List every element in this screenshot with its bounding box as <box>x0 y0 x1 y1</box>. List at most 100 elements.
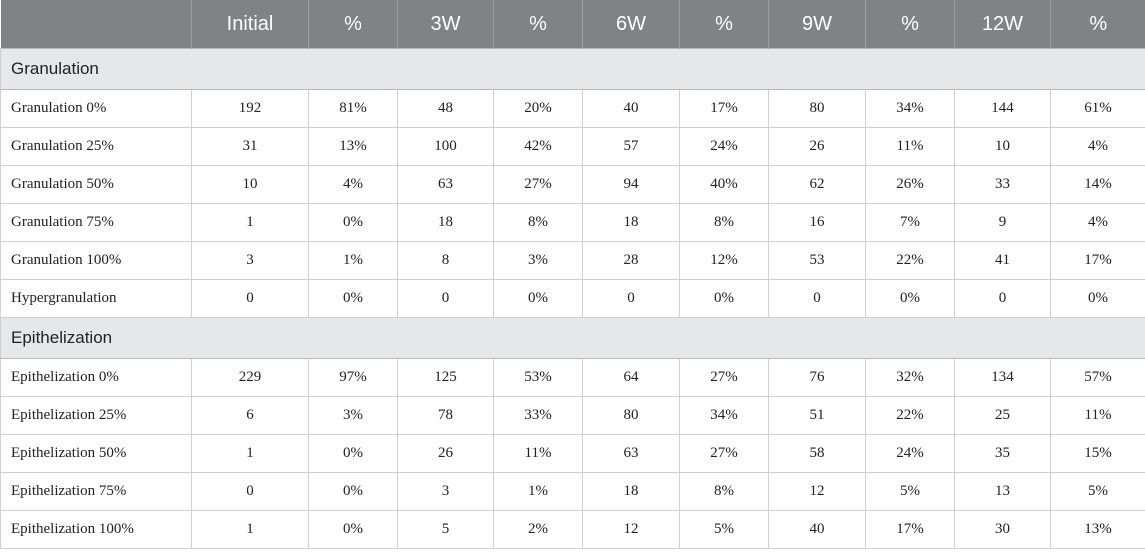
table-cell: 26 <box>397 434 494 473</box>
table-cell: 48 <box>397 89 494 128</box>
table-cell: 42% <box>493 127 583 166</box>
table-cell: 33% <box>493 396 583 435</box>
table-cell: 0 <box>191 472 309 511</box>
table-cell: 53 <box>768 241 866 280</box>
table-cell: 8% <box>679 472 769 511</box>
table-cell: 3% <box>493 241 583 280</box>
table-cell: 134 <box>954 358 1051 397</box>
column-header: Initial <box>191 0 309 49</box>
section-title: Granulation <box>0 48 1145 90</box>
table-cell: 5% <box>679 510 769 549</box>
table-cell: 7% <box>865 203 955 242</box>
table-cell: 4% <box>308 165 398 204</box>
table-cell: 35 <box>954 434 1051 473</box>
table-cell: 13% <box>308 127 398 166</box>
section-title: Epithelization <box>0 317 1145 359</box>
table-cell: 32% <box>865 358 955 397</box>
table-cell: 97% <box>308 358 398 397</box>
table-cell: 27% <box>493 165 583 204</box>
table-cell: 3% <box>308 396 398 435</box>
table-cell: 18 <box>582 472 680 511</box>
table-row: Epithelization 0% 229 97% 125 53% 64 27% 76 32% 1… <box>0 358 1145 397</box>
table-cell: 229 <box>191 358 309 397</box>
table-cell: 3 <box>397 472 494 511</box>
table-row: Epithelization 50% 1 0% 26 11% 63 27% 58 24% 35 15… <box>0 434 1145 473</box>
table-cell: 3 <box>191 241 309 280</box>
table-cell: 40% <box>679 165 769 204</box>
table-cell: 64 <box>582 358 680 397</box>
row-label: Epithelization 0% <box>0 358 192 397</box>
table-cell: 17% <box>865 510 955 549</box>
table-cell: 80 <box>768 89 866 128</box>
table-cell: 4% <box>1050 127 1145 166</box>
table-cell: 57% <box>1050 358 1145 397</box>
column-header: 3W <box>397 0 494 49</box>
table-cell: 0% <box>493 279 583 318</box>
table-cell: 1 <box>191 434 309 473</box>
table-cell: 1% <box>308 241 398 280</box>
table-header: Initial% 3W% 6W% 9W% 12W% <box>0 0 1145 49</box>
table-cell: 5% <box>1050 472 1145 511</box>
table-cell: 18 <box>582 203 680 242</box>
table-cell: 33 <box>954 165 1051 204</box>
table-cell: 78 <box>397 396 494 435</box>
table-cell: 31 <box>191 127 309 166</box>
column-header: % <box>493 0 583 49</box>
table-cell: 8% <box>493 203 583 242</box>
table-cell: 63 <box>582 434 680 473</box>
table-cell: 53% <box>493 358 583 397</box>
row-label: Granulation 25% <box>0 127 192 166</box>
table-row: Epithelization 75% 0 0% 3 1% 18 8% 12 5% 13 5% <box>0 472 1145 511</box>
table-cell: 8 <box>397 241 494 280</box>
table-cell: 0% <box>679 279 769 318</box>
table-cell: 30 <box>954 510 1051 549</box>
table-cell: 40 <box>768 510 866 549</box>
column-header: 6W <box>582 0 680 49</box>
table-cell: 0% <box>308 472 398 511</box>
column-header: % <box>308 0 398 49</box>
row-label: Epithelization 25% <box>0 396 192 435</box>
table-cell: 41 <box>954 241 1051 280</box>
table-cell: 12% <box>679 241 769 280</box>
table-cell: 13% <box>1050 510 1145 549</box>
row-label: Epithelization 75% <box>0 472 192 511</box>
table-cell: 26% <box>865 165 955 204</box>
table-cell: 12 <box>768 472 866 511</box>
table-cell: 22% <box>865 396 955 435</box>
table-cell: 62 <box>768 165 866 204</box>
table-cell: 1 <box>191 510 309 549</box>
table-cell: 18 <box>397 203 494 242</box>
table-body: Granulation Granulation 0% 192 81% 48 20% 40 17… <box>0 48 1145 549</box>
table-cell: 11% <box>493 434 583 473</box>
table-cell: 125 <box>397 358 494 397</box>
table-cell: 0% <box>308 279 398 318</box>
row-label: Epithelization 100% <box>0 510 192 549</box>
table-cell: 76 <box>768 358 866 397</box>
table-cell: 0% <box>865 279 955 318</box>
table-cell: 0 <box>954 279 1051 318</box>
table-cell: 0% <box>308 434 398 473</box>
table-row: Granulation 50% 10 4% 63 27% 94 40% 62 26% 33 14% <box>0 165 1145 204</box>
table-cell: 10 <box>191 165 309 204</box>
table-cell: 0 <box>768 279 866 318</box>
section-row: Granulation <box>0 48 1145 90</box>
table-cell: 14% <box>1050 165 1145 204</box>
table-cell: 57 <box>582 127 680 166</box>
table-cell: 11% <box>865 127 955 166</box>
table-cell: 8% <box>679 203 769 242</box>
table-cell: 192 <box>191 89 309 128</box>
table-cell: 81% <box>308 89 398 128</box>
table-cell: 40 <box>582 89 680 128</box>
table-cell: 24% <box>865 434 955 473</box>
column-header: % <box>679 0 769 49</box>
row-label: Hypergranulation <box>0 279 192 318</box>
table-row: Granulation 75% 1 0% 18 8% 18 8% 16 7% 9 4% <box>0 203 1145 242</box>
table-cell: 144 <box>954 89 1051 128</box>
table-cell: 26 <box>768 127 866 166</box>
table-row: Granulation 25% 31 13% 100 42% 57 24% 26 11% 10 4% <box>0 127 1145 166</box>
row-label: Granulation 100% <box>0 241 192 280</box>
table-cell: 100 <box>397 127 494 166</box>
column-header: % <box>865 0 955 49</box>
table-cell: 0 <box>397 279 494 318</box>
